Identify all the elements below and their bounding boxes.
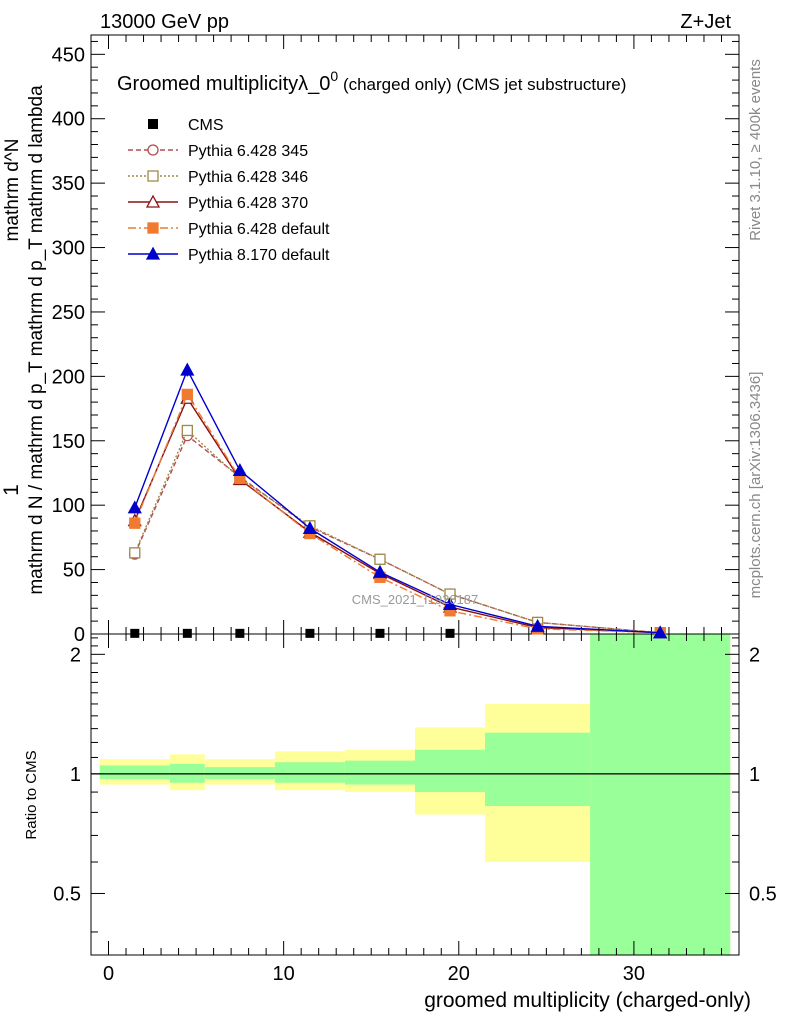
- ratio-ytick-label-2: 2: [70, 644, 81, 666]
- main-ylabel-right: mathrm d^N: [2, 139, 23, 242]
- main-ytick-label-300: 300: [52, 238, 85, 260]
- py8-line: [134, 368, 661, 634]
- ratio-ytick-label-right-1: 1: [749, 764, 760, 786]
- rivet-label: Rivet 3.1.10, ≥ 400k events: [747, 59, 764, 241]
- legend-label-py346: Pythia 6.428 346: [188, 169, 308, 186]
- legend-marker-cms: [148, 119, 158, 129]
- ratio-inner-band-4: [344, 760, 415, 785]
- legend-marker-py346: [147, 170, 159, 182]
- ratio-inner-band-0: [99, 765, 170, 780]
- main-ytick-label-450: 450: [52, 44, 85, 66]
- legend-marker-py370: [145, 194, 161, 208]
- legend-label-py370: Pythia 6.428 370: [188, 195, 308, 212]
- main-ytick-label-50: 50: [63, 560, 85, 582]
- x-tick-label-3: 30: [623, 963, 645, 985]
- pydefault-point-1: [181, 388, 193, 401]
- legend-label-py8: Pythia 8.170 default: [188, 247, 330, 264]
- ratio-ytick-label-0: 0.5: [53, 883, 81, 905]
- ratio-axes: 0.5 0.51 12 20 10 20 30: [53, 633, 777, 985]
- header-right: Z+Jet: [680, 11, 731, 33]
- py8-point-2: [232, 463, 247, 477]
- chart-title-sub: (charged only) (CMS jet substructure): [338, 75, 626, 94]
- legend-marker-pydefault: [147, 222, 159, 234]
- main-ylabel: mathrm d N / mathrm d p_T mathrm d p_T m…: [26, 85, 47, 595]
- cms-point-4: [375, 628, 385, 638]
- py8-point-1: [180, 362, 195, 376]
- main-ytick-label-350: 350: [52, 173, 85, 195]
- pydefault-line: [134, 392, 661, 634]
- py346-point-1: [181, 424, 193, 437]
- main-ytick-label-150: 150: [52, 431, 85, 453]
- legend-marker-py8: [145, 246, 161, 260]
- py346-line: [134, 429, 661, 634]
- x-tick-label-2: 20: [448, 963, 470, 985]
- mcplots-label: mcplots.cern.ch [arXiv:1306.3436]: [747, 372, 764, 599]
- main-ytick-label-0: 0: [74, 624, 85, 646]
- chart-title-main: Groomed multiplicityλ_0: [117, 73, 330, 95]
- cms-point-0: [130, 628, 140, 638]
- py8-point-4: [372, 564, 388, 578]
- cms-point-2: [235, 628, 245, 638]
- ratio-ytick-label-right-2: 2: [749, 644, 760, 666]
- ratio-inner-band-5: [415, 749, 486, 793]
- py8-point-0: [127, 500, 142, 514]
- ratio-inner-band-7: [590, 634, 731, 955]
- py8-point-5: [442, 597, 458, 611]
- ratio-frame: [90, 633, 740, 956]
- x-tick-label-1: 10: [273, 963, 295, 985]
- pydefault-point-0: [129, 517, 141, 529]
- main-ytick-label-200: 200: [52, 366, 85, 388]
- ratio-ylabel: Ratio to CMS: [23, 750, 40, 839]
- py346-point-0: [129, 547, 141, 559]
- py8-point-6: [530, 618, 545, 632]
- py8-point-7: [653, 625, 668, 639]
- py346-point-4: [374, 553, 386, 565]
- main-ytick-label-400: 400: [52, 109, 85, 131]
- x-axis-label: groomed multiplicity (charged-only): [424, 989, 751, 1012]
- legend-marker-py345: [147, 144, 159, 156]
- ratio-inner-band-2: [204, 767, 275, 780]
- py8-point-3: [302, 521, 318, 535]
- chart-title: Groomed multiplicityλ_00 (charged only) …: [117, 68, 626, 95]
- cms-point-1: [182, 628, 192, 638]
- main-axes: 0 50 100 150 200 250 300 350 400 450: [52, 34, 740, 646]
- legend-label-pydefault: Pythia 6.428 default: [188, 221, 330, 238]
- chart-title-sup: 0: [330, 68, 338, 84]
- ratio-inner-band-6: [485, 732, 591, 807]
- watermark: CMS_2021_I1920187: [352, 592, 479, 607]
- main-ytick-label-250: 250: [52, 302, 85, 324]
- legend-label-py345: Pythia 6.428 345: [188, 143, 308, 160]
- main-ylabel-top: 1: [0, 484, 23, 496]
- legend-label-cms: CMS: [188, 117, 224, 134]
- main-ytick-label-100: 100: [52, 495, 85, 517]
- x-tick-label-0: 0: [103, 963, 114, 985]
- cms-point-3: [305, 628, 315, 638]
- ratio-bands: [99, 634, 731, 955]
- ratio-inner-band-1: [169, 763, 205, 783]
- legend: CMS Pythia 6.428 345 Pythia 6.428 346 Pythi…: [128, 117, 330, 264]
- series-layer: [127, 362, 668, 639]
- ratio-ytick-label-1: 1: [70, 764, 81, 786]
- cms-point-5: [445, 628, 455, 638]
- py370-line: [134, 396, 661, 634]
- ratio-inner-band-3: [274, 762, 345, 783]
- header-left: 13000 GeV pp: [100, 11, 229, 33]
- ratio-ytick-label-right-0: 0.5: [749, 883, 777, 905]
